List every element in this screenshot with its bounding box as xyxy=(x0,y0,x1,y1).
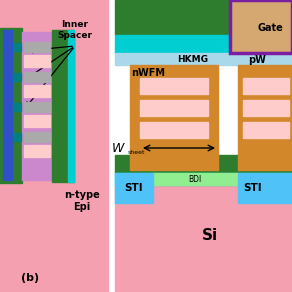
Bar xyxy=(24,132,50,142)
Bar xyxy=(3,30,12,180)
Text: $W$: $W$ xyxy=(111,142,125,154)
Text: BDI: BDI xyxy=(188,175,201,183)
Bar xyxy=(115,185,292,292)
Text: STI: STI xyxy=(125,183,143,193)
Bar xyxy=(130,65,218,170)
Bar xyxy=(13,133,21,141)
Bar xyxy=(24,85,50,97)
Text: sheet: sheet xyxy=(128,150,145,154)
Text: Inner
Spacer: Inner Spacer xyxy=(58,20,93,40)
Bar xyxy=(24,102,50,112)
Text: STI: STI xyxy=(244,183,262,193)
Bar xyxy=(243,78,289,94)
Text: Gate: Gate xyxy=(257,23,283,33)
Bar xyxy=(24,72,50,82)
Bar xyxy=(243,100,289,116)
Bar xyxy=(115,155,292,173)
Bar xyxy=(238,173,292,203)
Bar xyxy=(140,122,208,138)
Bar xyxy=(140,78,208,94)
Text: Si channel: Si channel xyxy=(156,105,192,111)
Bar xyxy=(24,55,50,67)
Bar xyxy=(140,100,208,116)
Bar xyxy=(0,28,22,183)
Bar xyxy=(115,173,292,185)
Bar xyxy=(24,145,50,157)
Text: Si: Si xyxy=(202,227,218,242)
Bar xyxy=(115,0,292,35)
Text: Si channel: Si channel xyxy=(156,83,192,89)
Bar xyxy=(230,0,292,53)
Text: (b): (b) xyxy=(21,273,39,283)
Text: HKMG: HKMG xyxy=(178,55,208,65)
Bar xyxy=(24,42,50,52)
Bar xyxy=(22,32,52,180)
Polygon shape xyxy=(230,0,292,53)
Bar xyxy=(13,73,21,81)
Text: nWFM: nWFM xyxy=(131,68,165,78)
Bar xyxy=(115,35,292,53)
Text: Si c: Si c xyxy=(243,105,254,110)
Bar xyxy=(13,43,21,51)
Bar xyxy=(115,173,153,203)
Bar xyxy=(0,0,108,292)
Text: pW: pW xyxy=(248,55,266,65)
Text: Si c: Si c xyxy=(243,84,254,88)
Bar xyxy=(152,173,238,185)
Text: Si c: Si c xyxy=(243,128,254,133)
Bar xyxy=(68,30,74,182)
Text: n-type
Epi: n-type Epi xyxy=(64,190,100,212)
Bar xyxy=(238,65,292,170)
Bar xyxy=(52,30,74,182)
Bar xyxy=(115,53,292,65)
Bar xyxy=(24,115,50,127)
Bar xyxy=(243,122,289,138)
Bar xyxy=(13,103,21,111)
